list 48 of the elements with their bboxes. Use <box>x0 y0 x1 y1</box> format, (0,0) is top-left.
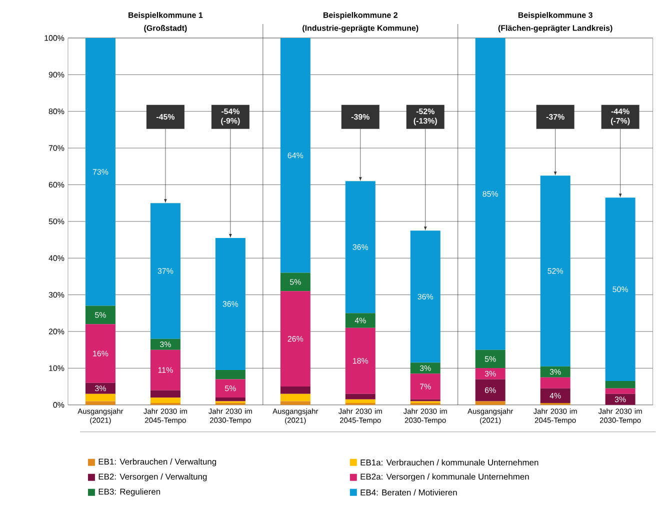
legend-label: EB1a: Verbrauchen / kommunale Unternehmen <box>360 459 538 466</box>
bar <box>475 350 506 368</box>
bar <box>280 401 310 405</box>
bar <box>605 198 636 382</box>
bar <box>215 379 246 398</box>
bar <box>540 176 570 366</box>
bar <box>280 386 310 394</box>
bar <box>475 38 506 350</box>
bar <box>215 370 246 380</box>
legend-label: EB1: Verbrauchen / Verwaltung <box>98 458 216 466</box>
bar <box>85 324 116 383</box>
legend-label: EB4: Beraten / Motivieren <box>360 489 457 496</box>
bar <box>345 313 376 328</box>
bar <box>85 394 116 402</box>
bar <box>475 368 506 380</box>
bar <box>605 394 636 405</box>
bar <box>540 377 570 388</box>
bar <box>85 401 116 405</box>
bar <box>150 350 180 390</box>
bar <box>345 394 376 400</box>
bar <box>280 394 310 402</box>
bar <box>540 366 570 378</box>
bar <box>280 272 310 292</box>
bar <box>150 390 180 398</box>
bar <box>410 374 440 400</box>
bar <box>150 338 180 350</box>
bar <box>410 230 440 363</box>
bar <box>215 238 246 370</box>
bar <box>605 388 636 394</box>
bar <box>85 38 116 306</box>
legend-label: EB2: Versorgen / Verwaltung <box>98 473 207 482</box>
bar <box>280 291 310 387</box>
legend-label: EB2a: Versorgen / kommunale Unternehmen <box>360 473 529 482</box>
bar <box>475 379 506 402</box>
bar <box>540 388 570 404</box>
bar <box>280 38 310 273</box>
bar <box>85 306 116 324</box>
bar <box>150 203 180 339</box>
bar <box>475 401 506 405</box>
bar <box>345 328 376 394</box>
bar <box>345 181 376 314</box>
bar <box>85 382 116 394</box>
bar <box>345 399 376 404</box>
bar <box>410 362 440 374</box>
bar <box>605 381 636 388</box>
bar <box>215 398 246 402</box>
bar <box>150 398 180 404</box>
legend-label: EB3: Regulieren <box>98 488 160 496</box>
